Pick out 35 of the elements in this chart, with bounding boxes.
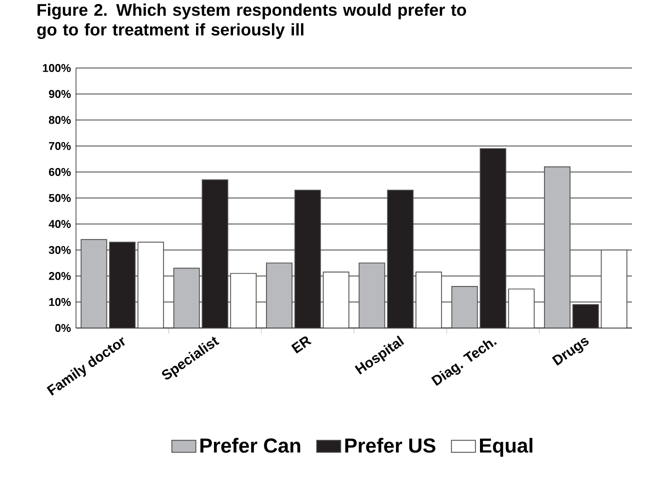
bar (416, 272, 442, 328)
legend-label: Prefer Can (200, 438, 300, 453)
bar (294, 190, 321, 328)
legend-label: Prefer US (345, 438, 436, 453)
bar (138, 242, 164, 328)
bar (480, 148, 506, 328)
y-tick-label: 90% (48, 90, 71, 98)
bar (109, 242, 136, 328)
y-tick-label: 10% (49, 298, 71, 306)
y-tick-label: 100% (42, 64, 71, 72)
y-tick-label: 80% (48, 116, 71, 124)
bar (322, 272, 350, 328)
bar (387, 190, 414, 328)
y-tick-label: 20% (48, 272, 71, 280)
y-tick-label: 30% (48, 246, 71, 254)
bar (600, 250, 628, 328)
y-tick-label: 40% (48, 220, 71, 228)
bar (572, 304, 599, 328)
bar (266, 262, 292, 328)
bar (173, 268, 200, 328)
bar (508, 288, 535, 328)
bar (80, 239, 108, 328)
legend-label: Equal (480, 438, 532, 457)
bar (202, 179, 228, 328)
bar (544, 166, 570, 328)
y-tick-label: 60% (48, 168, 71, 176)
bar (451, 286, 478, 328)
x-tick-label: Diag. Tech. (431, 340, 497, 386)
y-tick-label: 70% (49, 142, 71, 150)
x-tick-label: ER (291, 336, 312, 354)
y-tick-label: 0% (55, 324, 71, 332)
bar (230, 272, 257, 328)
bar (358, 262, 386, 328)
chart-title: Figure 2. Which system respondents would prefer to go to for treatment if seriously ill (37, 4, 466, 39)
y-tick-label: 50% (48, 194, 71, 202)
